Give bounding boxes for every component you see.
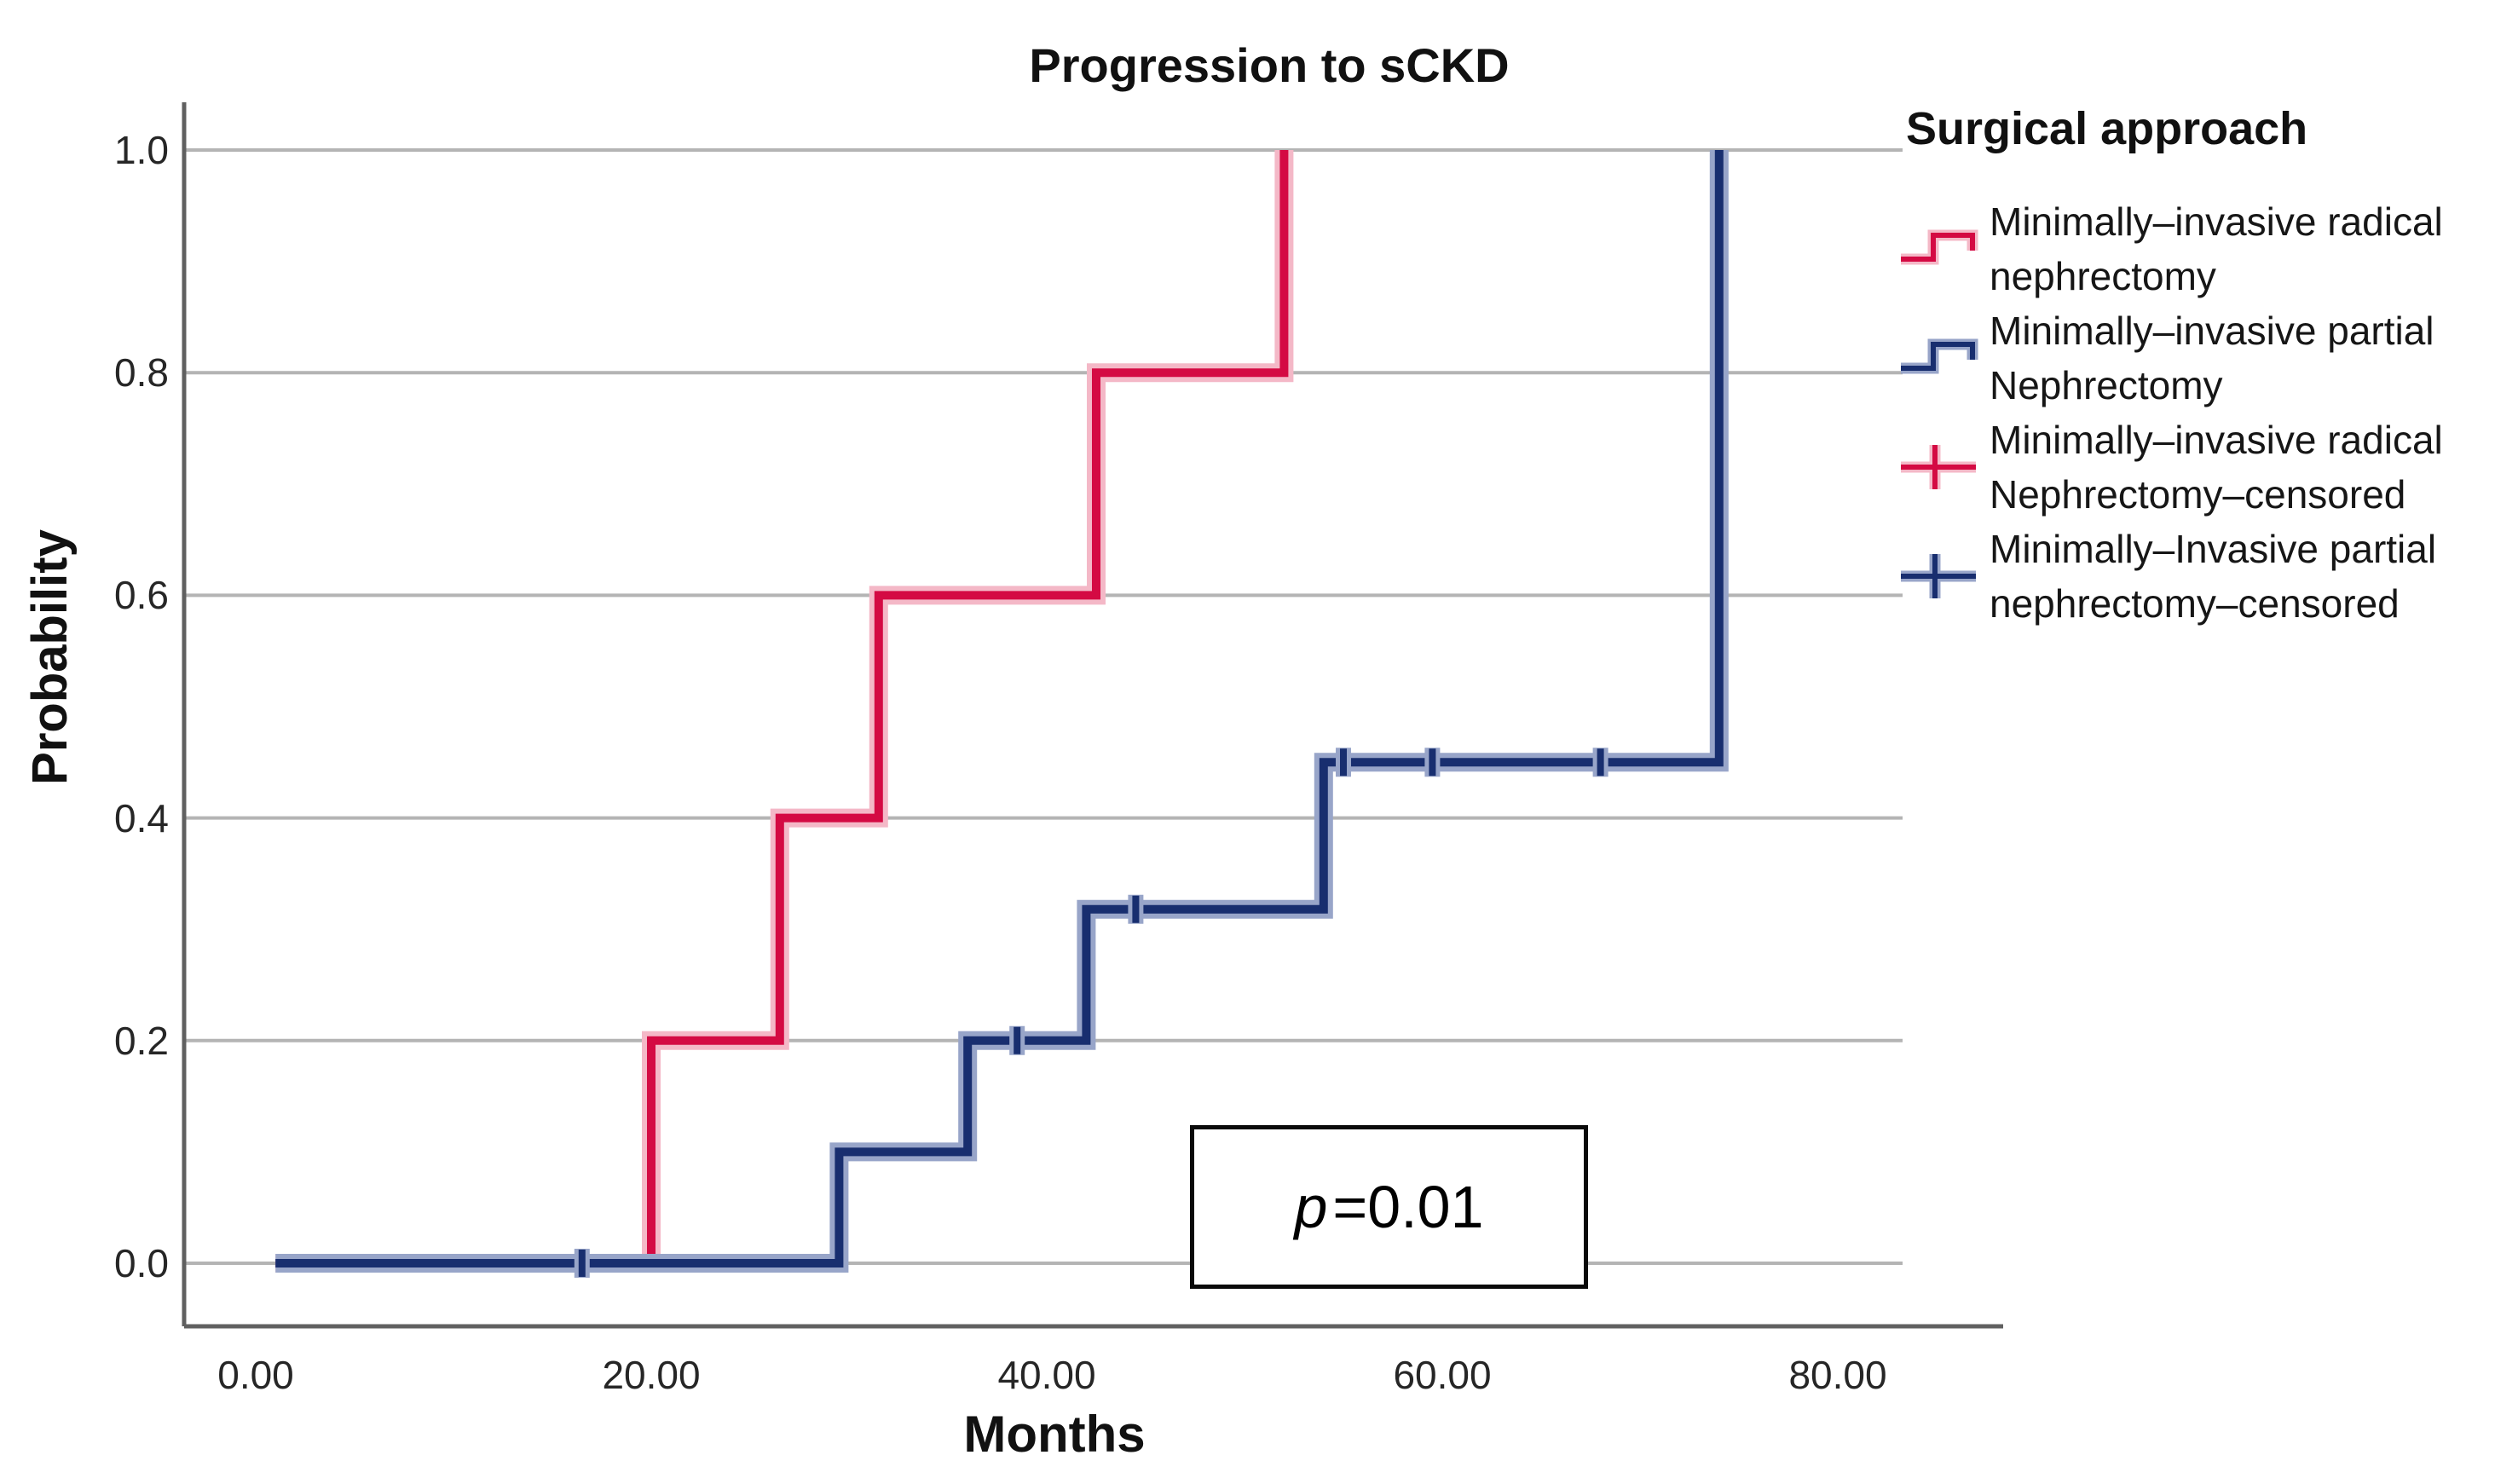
- km-curve-halo: [275, 150, 1294, 1273]
- x-tick-label: 20.00: [602, 1353, 701, 1397]
- legend-item-label: Minimally–invasive radical Nephrectomy–c…: [1990, 418, 2443, 517]
- legend: Surgical approach Minimally–invasive rad…: [1899, 101, 2487, 631]
- chart-title: Progression to sCKD: [1029, 38, 1510, 92]
- legend-item-label: Minimally–Invasive partial nephrectomy–c…: [1990, 527, 2437, 626]
- p-value-text: =0.01: [1332, 1174, 1484, 1240]
- x-tick-label: 60.00: [1393, 1353, 1492, 1397]
- step-line-icon: [1901, 229, 1978, 265]
- legend-item-label: Minimally–invasive radical nephrectomy: [1990, 199, 2443, 298]
- x-tick-label: 40.00: [997, 1353, 1096, 1397]
- y-tick-label: 0.4: [114, 795, 169, 840]
- y-tick-label: 0.8: [114, 350, 169, 396]
- step-line-icon: [1901, 338, 1978, 374]
- legend-item-partial-censored: Minimally–Invasive partial nephrectomy–c…: [1899, 522, 2487, 631]
- y-tick-label: 0.2: [114, 1018, 169, 1063]
- y-tick-label: 0.6: [114, 573, 169, 618]
- p-value-box: p =0.01: [1190, 1125, 1588, 1289]
- p-value-symbol: p: [1294, 1174, 1328, 1240]
- censor-plus-icon: [1901, 554, 1976, 598]
- legend-item-radical-censored: Minimally–invasive radical Nephrectomy–c…: [1899, 413, 2487, 522]
- legend-item-radical-nephrectomy: Minimally–invasive radical nephrectomy: [1899, 194, 2487, 303]
- y-tick-label: 0.0: [114, 1241, 169, 1285]
- legend-item-partial-nephrectomy: Minimally–invasive partial Nephrectomy: [1899, 303, 2487, 413]
- x-axis-label: Months: [963, 1406, 1146, 1463]
- km-curve-halo: [275, 150, 1729, 1273]
- x-tick-label: 80.00: [1788, 1353, 1887, 1397]
- x-tick-label: 0.00: [217, 1353, 294, 1397]
- km-curve-partial: [275, 150, 1724, 1267]
- legend-item-label: Minimally–invasive partial Nephrectomy: [1990, 309, 2434, 407]
- legend-title: Surgical approach: [1906, 103, 2308, 154]
- km-curve-radical: [275, 150, 1289, 1267]
- y-tick-label: 1.0: [114, 128, 169, 172]
- censor-plus-icon: [1901, 445, 1976, 489]
